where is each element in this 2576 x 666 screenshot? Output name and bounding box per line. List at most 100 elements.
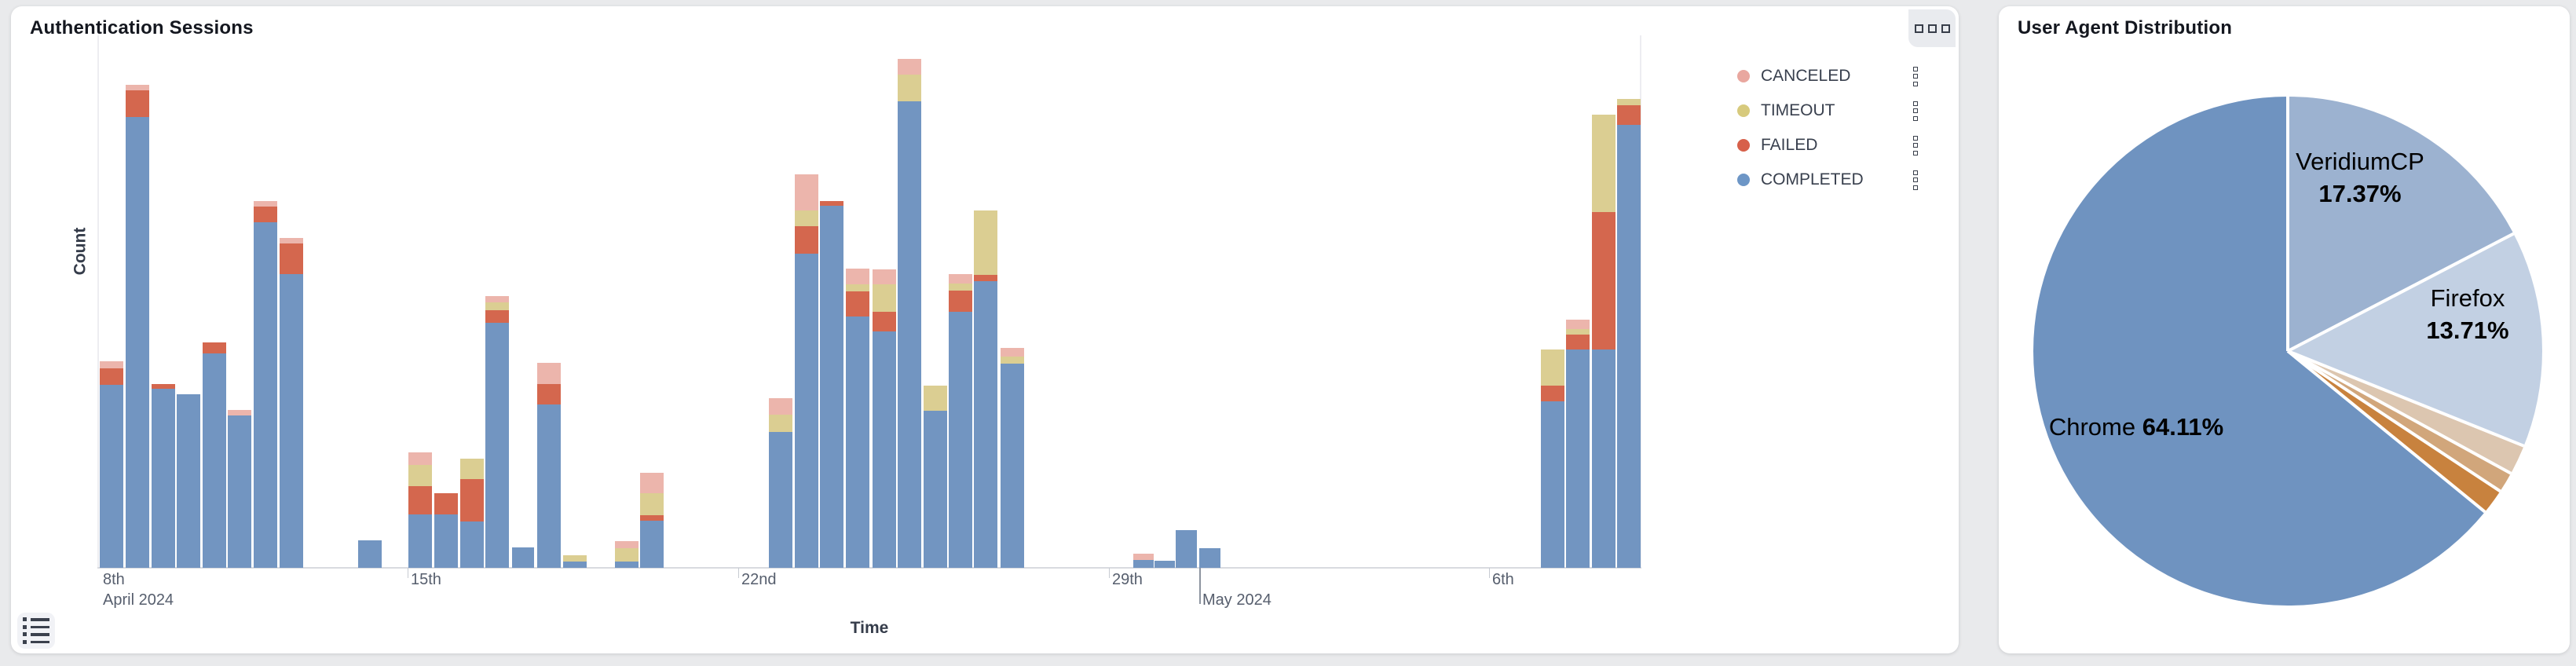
stacked-bar[interactable] [100, 361, 123, 568]
bar-segment-timeout [949, 284, 972, 291]
bar-segment-timeout [769, 415, 792, 432]
bar-segment-timeout [485, 302, 509, 310]
plot-right-boundary [1640, 35, 1641, 568]
legend-drag-handle-icon[interactable] [1913, 101, 1918, 121]
stacked-bar[interactable] [1001, 348, 1024, 568]
stacked-bar[interactable] [1566, 320, 1590, 568]
bar-segment-canceled [1566, 320, 1590, 329]
stacked-bar[interactable] [974, 210, 997, 568]
bar-segment-failed [795, 226, 818, 254]
stacked-bar[interactable] [1176, 530, 1197, 568]
bar-segment-failed [949, 291, 972, 312]
authentication-sessions-panel: Authentication Sessions Count 8th April 2… [11, 6, 1959, 653]
bar-segment-canceled [1001, 348, 1024, 357]
bar-segment-completed [1566, 349, 1590, 568]
legend-drag-handle-icon[interactable] [1913, 66, 1918, 86]
bar-segment-timeout [563, 555, 587, 562]
bar-segment-completed [1541, 401, 1564, 568]
stacked-bar[interactable] [1199, 548, 1220, 568]
bar-segment-completed [1592, 349, 1615, 568]
stacked-bar[interactable] [1541, 349, 1564, 568]
stacked-bar[interactable] [537, 363, 561, 568]
x-axis-tick-label: 29th [1112, 571, 1143, 588]
bar-segment-completed [203, 353, 226, 568]
stacked-bar[interactable] [1617, 99, 1641, 568]
user-agent-pie-chart[interactable] [2033, 97, 2542, 606]
pie-slice-separator [2287, 349, 2512, 475]
legend-label: COMPLETED [1761, 170, 1864, 188]
panel-menu-button[interactable] [1908, 9, 1956, 47]
bar-segment-timeout [615, 548, 639, 562]
stacked-bar[interactable] [949, 274, 972, 568]
legend-item-completed[interactable]: COMPLETED [1737, 168, 1918, 192]
legend-toggle-button[interactable] [17, 613, 55, 649]
legend-drag-handle-icon[interactable] [1913, 135, 1918, 156]
stacked-bar[interactable] [1154, 561, 1175, 568]
x-axis-period-label: May 2024 [1202, 591, 1272, 609]
x-axis-tick-label: 8th [103, 571, 125, 588]
pie-slice-separator [2286, 349, 2486, 514]
bar-segment-failed [1541, 386, 1564, 401]
stacked-bar[interactable] [640, 473, 664, 568]
bar-segment-failed [846, 291, 869, 317]
stacked-bar[interactable] [873, 269, 896, 568]
bar-segment-completed [615, 562, 639, 568]
stacked-bar[interactable] [152, 384, 175, 568]
legend-item-failed[interactable]: FAILED [1737, 134, 1918, 157]
bar-segment-completed [434, 514, 458, 568]
legend-item-canceled[interactable]: CANCELED [1737, 64, 1918, 88]
bar-segment-failed [460, 479, 484, 521]
bar-segment-completed [1001, 364, 1024, 568]
bar-segment-completed [640, 521, 664, 568]
legend-label: TIMEOUT [1761, 101, 1835, 119]
legend-label: CANCELED [1761, 67, 1851, 85]
stacked-bar[interactable] [228, 410, 251, 568]
stacked-bar[interactable] [1592, 115, 1615, 568]
stacked-bar[interactable] [898, 59, 921, 568]
legend-dot-icon [1737, 104, 1750, 117]
bar-segment-canceled [100, 361, 123, 368]
stacked-bar[interactable] [924, 386, 947, 568]
stacked-bar[interactable] [769, 398, 792, 568]
x-axis-tick-label: 22nd [741, 571, 777, 588]
stacked-bar[interactable] [512, 547, 534, 568]
pie-slice-name: Chrome [2048, 413, 2142, 441]
stacked-bar[interactable] [280, 238, 303, 568]
bar-segment-failed [203, 342, 226, 353]
stacked-bar[interactable] [846, 269, 869, 568]
bar-segment-completed [512, 547, 534, 568]
stacked-bar[interactable] [408, 452, 432, 568]
x-axis-label: Time [850, 619, 889, 637]
bar-segment-completed [898, 101, 921, 568]
stacked-bar[interactable] [563, 555, 587, 568]
stacked-bar[interactable] [460, 459, 484, 568]
stacked-bar[interactable] [358, 540, 382, 568]
stacked-bar[interactable] [820, 201, 843, 568]
bar-segment-timeout [795, 210, 818, 226]
bar-segment-completed [769, 432, 792, 568]
x-axis-tick [1489, 568, 1490, 578]
bar-segment-canceled [485, 296, 509, 302]
legend-item-timeout[interactable]: TIMEOUT [1737, 99, 1918, 123]
stacked-bar[interactable] [434, 493, 458, 568]
bar-segment-canceled [1133, 554, 1154, 560]
bar-segment-timeout [408, 465, 432, 486]
bar-segment-failed [100, 368, 123, 385]
stacked-bar[interactable] [485, 296, 509, 568]
bar-segment-failed [873, 312, 896, 331]
bar-segment-timeout [846, 284, 869, 291]
bar-segment-completed [228, 415, 251, 568]
bar-segment-timeout [1001, 357, 1024, 364]
pie-label-firefox: Firefox 13.71% [2426, 283, 2508, 347]
bar-segment-failed [1566, 335, 1590, 349]
bar-segment-completed [1199, 548, 1220, 568]
stacked-bar[interactable] [126, 85, 149, 568]
bar-segment-failed [126, 90, 149, 117]
stacked-bar[interactable] [203, 342, 226, 568]
stacked-bar[interactable] [795, 174, 818, 568]
stacked-bar[interactable] [615, 541, 639, 568]
stacked-bar[interactable] [177, 394, 200, 568]
legend-drag-handle-icon[interactable] [1913, 170, 1918, 190]
stacked-bar[interactable] [254, 201, 277, 568]
stacked-bar[interactable] [1133, 554, 1154, 568]
